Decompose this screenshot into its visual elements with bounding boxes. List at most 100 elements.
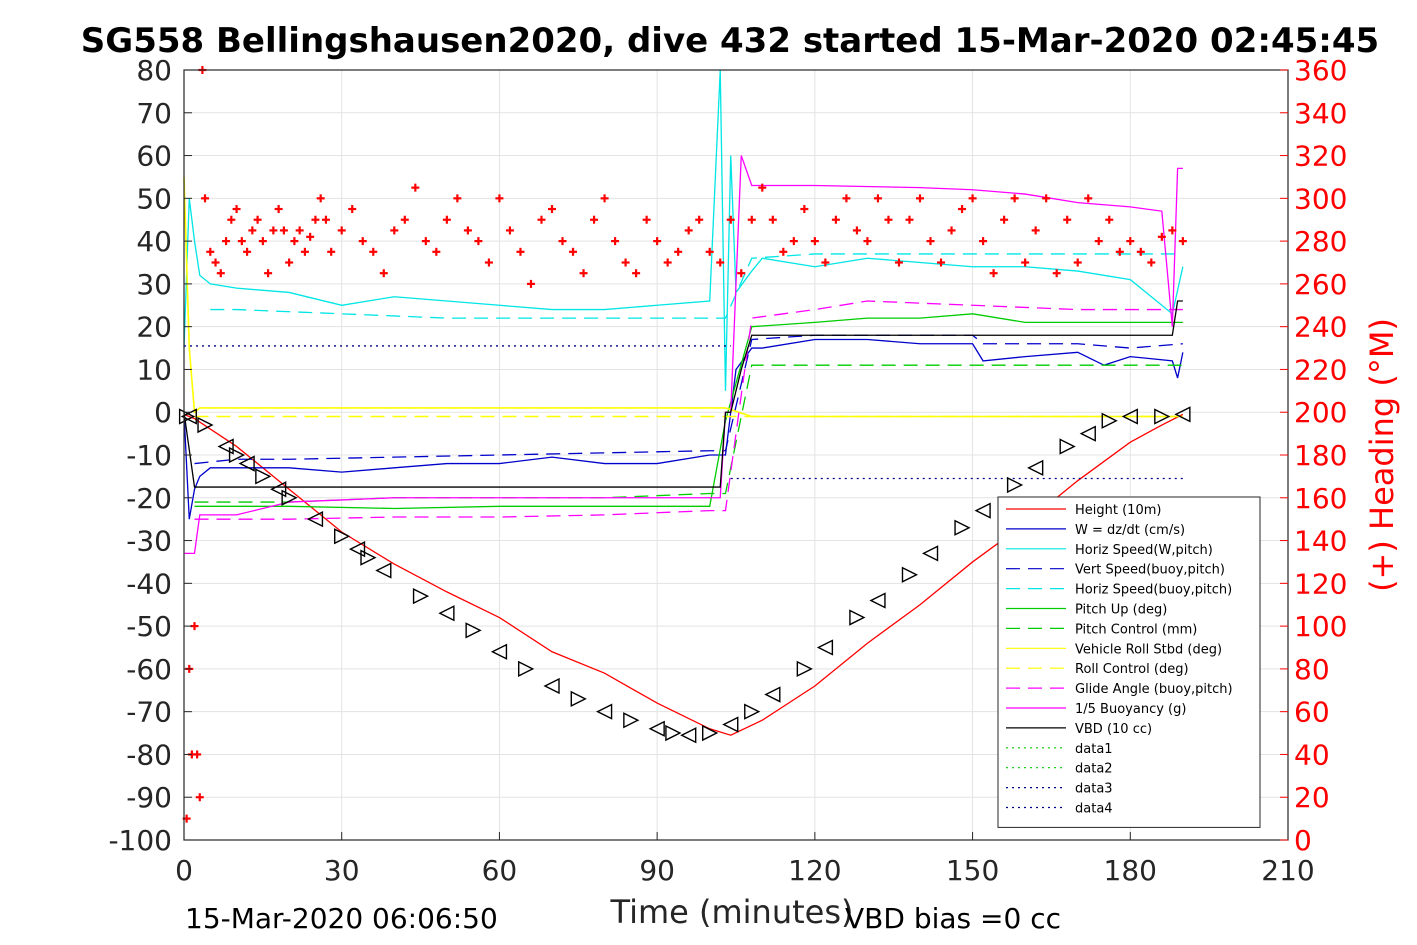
heading-point	[716, 258, 725, 267]
legend: Height (10m) W = dz/dt (cm/s) Horiz Speed(…	[997, 496, 1261, 828]
depth-marker	[228, 446, 246, 464]
heading-point	[600, 194, 609, 203]
heading-point	[611, 237, 620, 246]
depth-marker	[1174, 406, 1191, 423]
heading-point	[337, 226, 346, 235]
heading-point	[411, 183, 420, 192]
depth-marker	[197, 416, 214, 434]
y-tick-label: 70	[136, 97, 172, 130]
heading-point	[1052, 269, 1061, 278]
heading-point	[758, 183, 767, 192]
legend-label: Vehicle Roll Stbd (deg)	[1075, 642, 1222, 657]
heading-point	[463, 226, 472, 235]
heading-point	[569, 247, 578, 256]
legend-label: Pitch Control (mm)	[1075, 622, 1197, 637]
heading-point	[989, 269, 998, 278]
heading-point	[579, 269, 588, 278]
legend-label: data2	[1075, 762, 1113, 777]
heading-point	[495, 194, 504, 203]
heading-point	[842, 194, 851, 203]
depth-marker	[816, 639, 834, 656]
x-tick-label: 30	[324, 854, 360, 887]
y-tick-label: 20	[136, 311, 172, 344]
y-tick-label: 50	[136, 182, 172, 215]
y-tick-label: -90	[126, 781, 172, 814]
heading-point	[432, 247, 441, 256]
heading-point	[442, 215, 451, 224]
depth-marker	[1079, 425, 1096, 442]
y-axis-right: 3603403203002802602402202001801601401201…	[1280, 54, 1347, 857]
depth-marker	[764, 686, 781, 703]
x-tick-label: 180	[1104, 854, 1157, 887]
heading-point	[916, 194, 924, 203]
series-layer	[183, 69, 1184, 736]
depth-marker	[306, 511, 324, 528]
heading-point	[295, 226, 304, 235]
heading-point	[894, 258, 903, 267]
heading-point	[768, 215, 777, 224]
legend-label: 1/5 Buoyancy (g)	[1075, 702, 1186, 717]
heading-point	[863, 237, 872, 246]
heading-point	[1126, 237, 1135, 246]
heading-point	[243, 247, 252, 256]
depth-marker	[744, 703, 761, 720]
depth-marker	[921, 545, 939, 562]
x-tick-label: 90	[639, 854, 675, 887]
y-right-tick-label: 120	[1294, 567, 1347, 600]
y-tick-label: -30	[126, 525, 172, 558]
y-right-tick-label: 280	[1294, 225, 1347, 258]
heading-point	[358, 237, 367, 246]
legend-label: Pitch Up (deg)	[1075, 603, 1167, 618]
y-tick-label: -40	[126, 567, 172, 600]
y-right-tick-label: 220	[1294, 353, 1347, 386]
depth-marker	[490, 643, 508, 660]
y-tick-label: -20	[126, 482, 172, 515]
heading-point	[516, 247, 525, 256]
depth-marker	[702, 724, 719, 742]
x-axis: 0 30 60 90 120 150 180 210	[175, 832, 1315, 887]
heading-point	[1094, 237, 1103, 246]
heading-point	[726, 215, 735, 224]
heading-point	[253, 215, 262, 224]
heading-point	[905, 215, 914, 224]
heading-point	[1031, 226, 1040, 235]
heading-point	[1042, 194, 1051, 203]
heading-point	[1136, 247, 1145, 256]
series-line-vert-speed-buoy-pitch	[194, 334, 1183, 465]
x-tick-label: 210	[1261, 854, 1314, 887]
y-right-tick-label: 240	[1294, 311, 1347, 344]
depth-marker	[281, 489, 298, 506]
heading-point	[831, 215, 840, 224]
depth-marker	[1059, 438, 1076, 455]
heading-point	[684, 226, 693, 235]
heading-point	[227, 215, 236, 224]
depth-marker	[849, 609, 866, 626]
depth-marker	[438, 605, 455, 622]
depth-marker	[596, 703, 613, 720]
heading-point	[810, 237, 819, 246]
heading-point	[1168, 226, 1177, 235]
heading-point	[548, 205, 556, 214]
y-tick-label: -100	[108, 824, 172, 857]
depth-marker	[869, 592, 886, 609]
depth-marker	[954, 519, 971, 536]
y-right-tick-label: 180	[1294, 439, 1347, 472]
heading-point	[884, 215, 893, 224]
heading-point	[321, 215, 330, 224]
depth-marker	[348, 540, 366, 558]
heading-point	[274, 205, 283, 214]
y-right-tick-label: 100	[1294, 610, 1347, 643]
heading-point	[348, 205, 357, 214]
y-tick-label: 60	[136, 140, 172, 173]
depth-marker	[255, 468, 272, 485]
heading-point	[968, 194, 977, 203]
heading-point	[195, 793, 204, 802]
heading-point	[747, 215, 756, 224]
heading-point	[453, 194, 462, 203]
legend-label: data1	[1075, 742, 1113, 757]
heading-point	[1010, 194, 1019, 203]
heading-point	[290, 237, 299, 246]
heading-point	[201, 194, 210, 203]
legend-label: Vert Speed(buoy,pitch)	[1075, 563, 1225, 578]
heading-point	[1063, 215, 1072, 224]
